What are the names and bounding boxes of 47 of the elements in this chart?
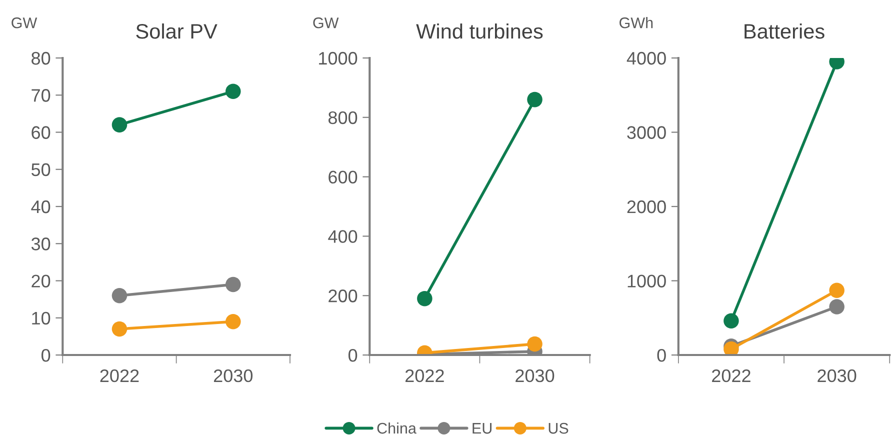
x-tick-label: 2022: [406, 369, 444, 382]
point: [226, 314, 241, 330]
y-tick-label: 0: [348, 348, 358, 362]
point: [724, 313, 739, 328]
y-tick-label: 70: [32, 89, 50, 102]
point: [112, 288, 128, 304]
chart-title: Batteries: [744, 23, 824, 39]
y-tick-label: 0: [42, 348, 50, 362]
y-axis-title: GWh: [620, 17, 653, 28]
point: [417, 290, 432, 306]
y-tick-label: 3000: [627, 126, 666, 139]
point: [829, 299, 844, 314]
point: [112, 117, 128, 132]
y-tick-label: 800: [328, 111, 358, 124]
point: [226, 276, 241, 292]
y-tick-label: 4000: [626, 52, 666, 65]
y-tick-label: 600: [328, 170, 358, 184]
y-tick-label: 0: [657, 348, 666, 362]
y-tick-label: 80: [32, 52, 50, 65]
y-tick-label: 10: [32, 312, 50, 325]
y-tick-label: 1000: [628, 274, 666, 288]
chart-title: Wind turbines: [416, 23, 543, 39]
chart-title: Solar PV: [136, 23, 218, 39]
y-tick-label: 30: [31, 238, 50, 250]
point: [527, 92, 542, 108]
point: [226, 84, 241, 100]
y-tick-label: 2000: [627, 200, 666, 214]
y-axis-title: GW: [313, 17, 339, 28]
legend-label: China: [377, 422, 416, 434]
x-tick-label: 2030: [818, 369, 856, 382]
y-axis-title: GW: [12, 17, 38, 28]
y-tick-label: 20: [32, 274, 50, 288]
y-tick-label: 400: [328, 230, 358, 243]
y-tick-label: 200: [328, 290, 358, 302]
legend-label: US: [548, 422, 568, 434]
y-tick-label: 1000: [319, 52, 358, 65]
y-tick-label: 60: [32, 126, 50, 139]
point: [829, 282, 844, 298]
point: [724, 341, 739, 356]
x-tick-label: 2030: [516, 369, 554, 382]
legend-label: EU: [472, 423, 492, 434]
x-tick-label: 2022: [712, 369, 750, 382]
y-tick-label: 40: [31, 200, 50, 214]
x-tick-label: 2030: [214, 369, 253, 382]
y-tick-label: 50: [31, 163, 50, 176]
point: [112, 321, 128, 337]
x-tick-label: 2022: [100, 369, 139, 382]
